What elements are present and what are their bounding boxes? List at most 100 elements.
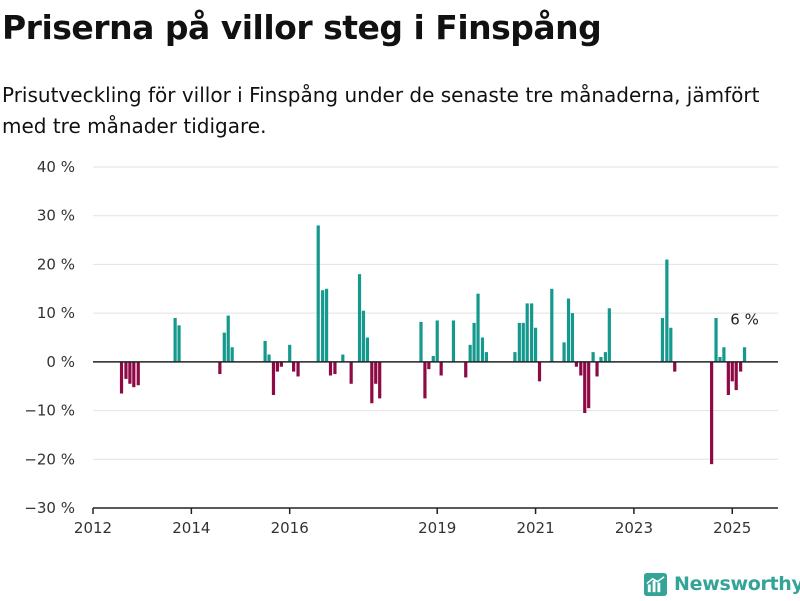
bar (595, 361, 599, 377)
brand-name: Newsworthy (674, 573, 800, 595)
bar (128, 361, 132, 384)
newsworthy-logo-icon (644, 572, 667, 596)
bar (423, 361, 427, 399)
bar (464, 361, 468, 378)
bar (587, 361, 591, 409)
y-tick-label: 0 % (46, 353, 75, 371)
bar (550, 288, 554, 362)
bar (378, 361, 382, 399)
bar (521, 322, 525, 362)
bar (324, 288, 329, 362)
y-tick-label: −20 % (24, 450, 75, 468)
y-tick-label: 40 % (37, 158, 75, 176)
bar (419, 321, 423, 362)
bar (525, 303, 529, 362)
bar (726, 361, 730, 395)
gridlines (93, 166, 778, 460)
x-tick-label: 2025 (713, 519, 751, 537)
bar (710, 361, 714, 465)
bar (660, 318, 665, 362)
x-tick-label: 2016 (271, 519, 309, 537)
bar (669, 327, 673, 362)
y-tick-label: 20 % (37, 255, 75, 273)
bar (136, 361, 140, 386)
bar (537, 361, 542, 382)
y-tick-label: −10 % (24, 402, 75, 420)
bar (530, 303, 534, 362)
bar (583, 361, 587, 414)
bar (599, 356, 603, 362)
bar (275, 361, 280, 372)
bar (316, 225, 320, 362)
bar (341, 354, 345, 362)
bar (533, 327, 538, 362)
bar (132, 361, 136, 388)
bar (480, 337, 485, 362)
bar (374, 361, 378, 384)
bar (361, 310, 366, 362)
bar (349, 361, 353, 384)
bars (119, 225, 747, 465)
bar (435, 320, 439, 362)
bar (328, 361, 333, 376)
x-tick-label: 2019 (418, 519, 456, 537)
bar (472, 322, 476, 362)
bar (279, 361, 283, 367)
bar (718, 356, 722, 362)
bar (513, 352, 517, 362)
bar (288, 344, 292, 362)
bar (566, 298, 571, 362)
bar (607, 308, 611, 362)
y-axis-tick-labels: 40 % 30 % 20 % 10 % 0 % −10 % −20 % −30 % (24, 158, 75, 517)
bar (603, 352, 607, 362)
bar (370, 361, 374, 404)
bar (734, 361, 738, 391)
bar (263, 340, 267, 362)
y-tick-label: 30 % (37, 207, 75, 225)
brand-logo: Newsworthy (644, 567, 800, 601)
bar (365, 337, 369, 362)
bar (562, 342, 566, 362)
bar (739, 361, 743, 372)
bar (177, 325, 181, 362)
bar (230, 347, 234, 362)
bar (333, 361, 337, 375)
latest-value-label: 6 % (730, 311, 759, 329)
bar (173, 318, 177, 362)
bar (124, 361, 128, 379)
bar (742, 347, 747, 362)
x-tick-label: 2014 (172, 519, 210, 537)
bar (439, 361, 443, 376)
bar (271, 361, 276, 395)
x-axis-ticks: 2012 2014 2016 2019 2021 2023 2025 (74, 508, 751, 537)
bar (730, 361, 734, 382)
bar (468, 344, 472, 362)
bar (267, 354, 271, 362)
bar (292, 361, 296, 372)
bar (570, 313, 575, 362)
page-subtitle: Prisutveckling för villor i Finspång und… (2, 83, 760, 138)
y-tick-label: 10 % (37, 304, 75, 322)
bar (517, 322, 521, 362)
bar (574, 361, 578, 367)
bar (427, 361, 431, 370)
bar (431, 356, 435, 362)
bar (451, 320, 456, 362)
x-tick-label: 2021 (516, 519, 554, 537)
bar (484, 352, 488, 362)
bar (476, 293, 480, 362)
bar (321, 290, 325, 362)
bar (714, 318, 718, 362)
bar (119, 361, 124, 394)
bar (357, 274, 362, 362)
bar (222, 332, 226, 362)
y-tick-label: −30 % (24, 499, 75, 517)
bar (722, 347, 726, 362)
bar (296, 361, 300, 377)
bar (579, 361, 583, 376)
x-tick-label: 2012 (74, 519, 112, 537)
page-title: Priserna på villor steg i Finspång (2, 8, 602, 47)
bar (226, 315, 230, 362)
bar (665, 259, 669, 362)
